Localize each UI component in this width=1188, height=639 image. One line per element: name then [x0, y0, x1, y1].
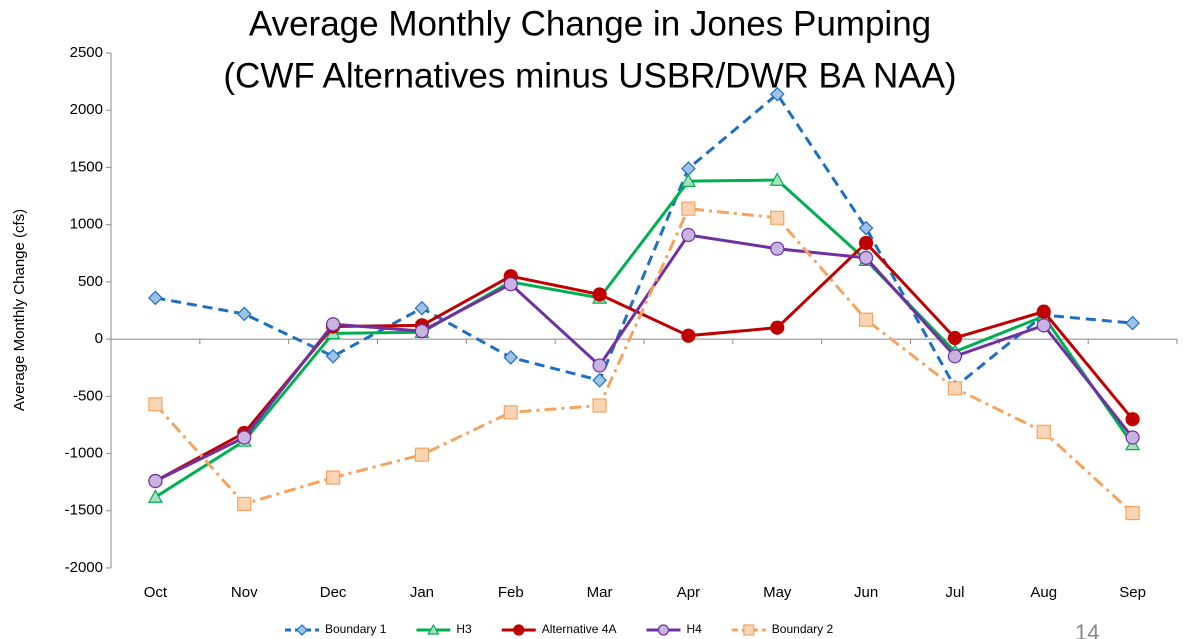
- marker: [769, 86, 785, 102]
- y-tick-label: 0: [95, 330, 103, 347]
- marker: [657, 624, 670, 636]
- marker: [237, 430, 252, 445]
- marker: [148, 473, 163, 489]
- marker: [592, 358, 607, 373]
- x-tick-label: Jul: [945, 584, 964, 601]
- marker: [947, 381, 963, 396]
- page-number: 14: [1075, 620, 1099, 639]
- marker: [1036, 318, 1051, 333]
- marker: [743, 624, 755, 636]
- series-line: [154, 233, 1134, 483]
- y-tick-label: -500: [73, 387, 103, 404]
- marker: [325, 317, 341, 332]
- marker: [1125, 430, 1140, 445]
- y-tick-label: -1000: [65, 445, 103, 462]
- marker: [414, 447, 430, 462]
- marker: [296, 624, 308, 636]
- x-tick-label: Apr: [677, 584, 700, 601]
- legend-label: Boundary 2: [772, 622, 834, 636]
- y-tick-label: -1500: [65, 502, 103, 519]
- y-tick-label: 1000: [70, 216, 103, 233]
- series-line: [154, 207, 1134, 515]
- marker: [427, 623, 440, 635]
- marker: [858, 235, 874, 251]
- marker: [681, 328, 696, 343]
- legend-label: Boundary 1: [325, 622, 387, 636]
- marker: [947, 349, 963, 364]
- marker: [769, 172, 785, 186]
- x-tick-label: Oct: [144, 584, 168, 601]
- y-tick-label: -2000: [65, 559, 103, 576]
- chart-subtitle: (CWF Alternatives minus USBR/DWR BA NAA): [223, 56, 956, 95]
- marker: [414, 300, 430, 316]
- series-line: [155, 91, 1133, 390]
- y-tick-label: 1500: [70, 158, 103, 175]
- marker: [681, 227, 696, 243]
- marker: [1125, 412, 1140, 427]
- marker: [592, 287, 607, 302]
- marker: [1125, 315, 1140, 331]
- marker: [947, 330, 963, 346]
- legend-label: H3: [456, 622, 472, 636]
- marker: [237, 496, 252, 512]
- legend-label: Alternative 4A: [542, 622, 617, 636]
- marker: [148, 290, 163, 306]
- marker: [770, 241, 785, 256]
- x-tick-label: Feb: [498, 584, 524, 601]
- marker: [680, 173, 696, 187]
- y-tick-label: 2500: [70, 44, 103, 61]
- x-tick-label: Jan: [410, 584, 434, 601]
- marker: [592, 398, 607, 413]
- y-axis-label: Average Monthly Change (cfs): [11, 209, 28, 411]
- marker: [236, 306, 252, 322]
- x-tick-label: Aug: [1030, 584, 1057, 601]
- chart-title: Average Monthly Change in Jones Pumping: [249, 4, 931, 43]
- x-tick-label: Jun: [854, 584, 878, 601]
- x-tick-label: May: [763, 584, 792, 601]
- marker: [325, 348, 341, 364]
- marker: [414, 324, 430, 339]
- marker: [1125, 505, 1140, 521]
- marker: [770, 210, 785, 225]
- legend-label: H4: [686, 622, 702, 636]
- marker: [858, 220, 874, 236]
- marker: [513, 624, 525, 636]
- marker: [681, 161, 696, 176]
- x-tick-label: Nov: [231, 584, 258, 601]
- marker: [503, 277, 518, 292]
- marker: [1036, 424, 1051, 439]
- marker: [503, 405, 518, 420]
- y-tick-label: 500: [78, 273, 103, 290]
- series-line: [154, 178, 1134, 499]
- x-tick-label: Mar: [587, 584, 613, 601]
- marker: [858, 250, 874, 265]
- marker: [147, 489, 163, 503]
- marker: [681, 201, 696, 216]
- marker: [148, 397, 163, 412]
- marker: [858, 312, 874, 327]
- marker: [325, 470, 341, 485]
- x-tick-label: Sep: [1119, 584, 1146, 601]
- marker: [503, 350, 519, 365]
- y-tick-label: 2000: [70, 101, 103, 118]
- marker: [770, 320, 785, 335]
- marker: [1036, 304, 1051, 319]
- marker: [592, 372, 607, 388]
- x-tick-label: Dec: [320, 584, 347, 601]
